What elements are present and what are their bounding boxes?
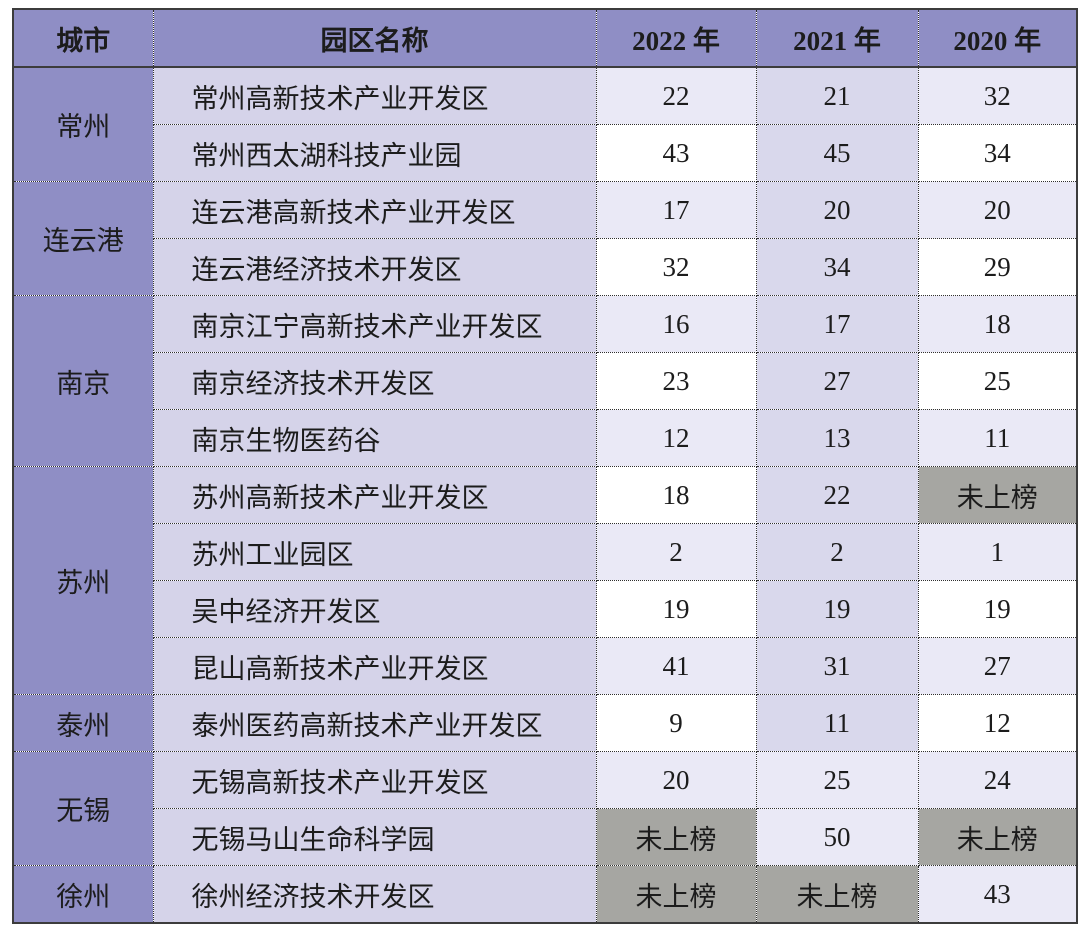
rank-cell: 19 xyxy=(917,580,1078,638)
table-row: 无锡 无锡高新技术产业开发区 20 25 24 xyxy=(12,751,1078,866)
rank-cell: 17 xyxy=(595,181,757,239)
rank-cell: 12 xyxy=(595,409,757,467)
rank-cell: 27 xyxy=(755,352,919,410)
park-name-cell: 南京生物医药谷 xyxy=(152,409,597,467)
park-name-cell: 昆山高新技术产业开发区 xyxy=(152,637,597,695)
park-name-cell: 连云港高新技术产业开发区 xyxy=(152,181,597,239)
table-row: 连云港 连云港高新技术产业开发区 17 20 20 xyxy=(12,181,1078,296)
park-name-cell: 连云港经济技术开发区 xyxy=(152,238,597,296)
rank-cell: 50 xyxy=(755,808,919,866)
column-header-park: 园区名称 xyxy=(152,8,597,68)
park-name-cell: 吴中经济开发区 xyxy=(152,580,597,638)
rank-cell: 24 xyxy=(917,751,1078,809)
rank-cell: 19 xyxy=(595,580,757,638)
rank-cell: 18 xyxy=(917,295,1078,353)
table-row: 连云港经济技术开发区 32 34 29 xyxy=(13,238,1078,296)
table-header: 城市 园区名称 2022 年 2021 年 2020 年 xyxy=(12,8,1078,68)
city-cell: 无锡 xyxy=(12,751,154,866)
rank-cell: 23 xyxy=(595,352,757,410)
rank-cell: 45 xyxy=(755,124,919,182)
table-row: 吴中经济开发区 19 19 19 xyxy=(13,580,1078,638)
rank-cell: 12 xyxy=(917,694,1078,752)
city-cell: 徐州 xyxy=(12,865,154,924)
column-header-y2021: 2021 年 xyxy=(755,8,919,68)
rank-cell: 13 xyxy=(755,409,919,467)
table-row: 徐州 徐州经济技术开发区 未上榜 未上榜 43 xyxy=(12,865,1078,924)
table-row: 南京经济技术开发区 23 27 25 xyxy=(13,352,1078,410)
rank-cell: 34 xyxy=(917,124,1078,182)
column-header-city: 城市 xyxy=(12,8,154,68)
table-row: 无锡马山生命科学园 未上榜 50 未上榜 xyxy=(13,808,1078,866)
rank-cell: 19 xyxy=(755,580,919,638)
park-name-cell: 常州西太湖科技产业园 xyxy=(152,124,597,182)
rank-cell: 22 xyxy=(595,66,757,125)
city-cell: 苏州 xyxy=(12,466,154,695)
park-name-cell: 苏州工业园区 xyxy=(152,523,597,581)
rank-cell: 2 xyxy=(755,523,919,581)
rank-cell: 32 xyxy=(917,66,1078,125)
table-row: 泰州 泰州医药高新技术产业开发区 9 11 12 xyxy=(12,694,1078,752)
rank-cell: 2 xyxy=(595,523,757,581)
park-name-cell: 南京江宁高新技术产业开发区 xyxy=(152,295,597,353)
rank-cell: 43 xyxy=(917,865,1078,924)
park-name-cell: 无锡高新技术产业开发区 xyxy=(152,751,597,809)
rank-cell-not-listed: 未上榜 xyxy=(917,808,1078,866)
rank-cell: 32 xyxy=(595,238,757,296)
city-cell: 连云港 xyxy=(12,181,154,296)
rank-cell: 11 xyxy=(755,694,919,752)
park-name-cell: 常州高新技术产业开发区 xyxy=(152,66,597,125)
table-row: 南京 南京江宁高新技术产业开发区 16 17 18 xyxy=(12,295,1078,467)
rank-cell-not-listed: 未上榜 xyxy=(917,466,1078,524)
header-row: 城市 园区名称 2022 年 2021 年 2020 年 xyxy=(12,8,1078,68)
rank-cell: 9 xyxy=(595,694,757,752)
rank-cell: 11 xyxy=(917,409,1078,467)
park-name-cell: 泰州医药高新技术产业开发区 xyxy=(152,694,597,752)
rank-cell: 25 xyxy=(755,751,919,809)
rank-cell: 29 xyxy=(917,238,1078,296)
rank-cell: 31 xyxy=(755,637,919,695)
park-name-cell: 无锡马山生命科学园 xyxy=(152,808,597,866)
rank-cell-not-listed: 未上榜 xyxy=(755,865,919,924)
rank-cell: 20 xyxy=(755,181,919,239)
rank-cell-not-listed: 未上榜 xyxy=(595,808,757,866)
rank-cell: 16 xyxy=(595,295,757,353)
rank-cell: 20 xyxy=(595,751,757,809)
park-ranking-table: 城市 园区名称 2022 年 2021 年 2020 年 常州 常州高新技术产业开发区 22… xyxy=(12,8,1078,924)
rank-cell: 20 xyxy=(917,181,1078,239)
table-row: 常州 常州高新技术产业开发区 22 21 32 xyxy=(12,66,1078,182)
park-name-cell: 南京经济技术开发区 xyxy=(152,352,597,410)
column-header-y2020: 2020 年 xyxy=(917,8,1078,68)
rank-cell: 22 xyxy=(755,466,919,524)
rank-cell: 17 xyxy=(755,295,919,353)
table-row: 昆山高新技术产业开发区 41 31 27 xyxy=(13,637,1078,695)
city-cell: 常州 xyxy=(12,66,154,182)
rank-cell: 34 xyxy=(755,238,919,296)
table-row: 常州西太湖科技产业园 43 45 34 xyxy=(13,124,1078,182)
rank-cell-not-listed: 未上榜 xyxy=(595,865,757,924)
table-body: 常州 常州高新技术产业开发区 22 21 32 常州西太湖科技产业园 43 45 34 连云港 连云… xyxy=(12,66,1078,924)
city-cell: 南京 xyxy=(12,295,154,467)
table-row: 苏州 苏州高新技术产业开发区 18 22 未上榜 xyxy=(12,466,1078,695)
park-name-cell: 苏州高新技术产业开发区 xyxy=(152,466,597,524)
rank-cell: 1 xyxy=(917,523,1078,581)
rank-cell: 25 xyxy=(917,352,1078,410)
rank-cell: 27 xyxy=(917,637,1078,695)
table-row: 苏州工业园区 2 2 1 xyxy=(13,523,1078,581)
rank-cell: 43 xyxy=(595,124,757,182)
city-cell: 泰州 xyxy=(12,694,154,752)
table-row: 南京生物医药谷 12 13 11 xyxy=(13,409,1078,467)
rank-cell: 41 xyxy=(595,637,757,695)
rank-cell: 18 xyxy=(595,466,757,524)
column-header-y2022: 2022 年 xyxy=(595,8,757,68)
park-name-cell: 徐州经济技术开发区 xyxy=(152,865,597,924)
rank-cell: 21 xyxy=(755,66,919,125)
